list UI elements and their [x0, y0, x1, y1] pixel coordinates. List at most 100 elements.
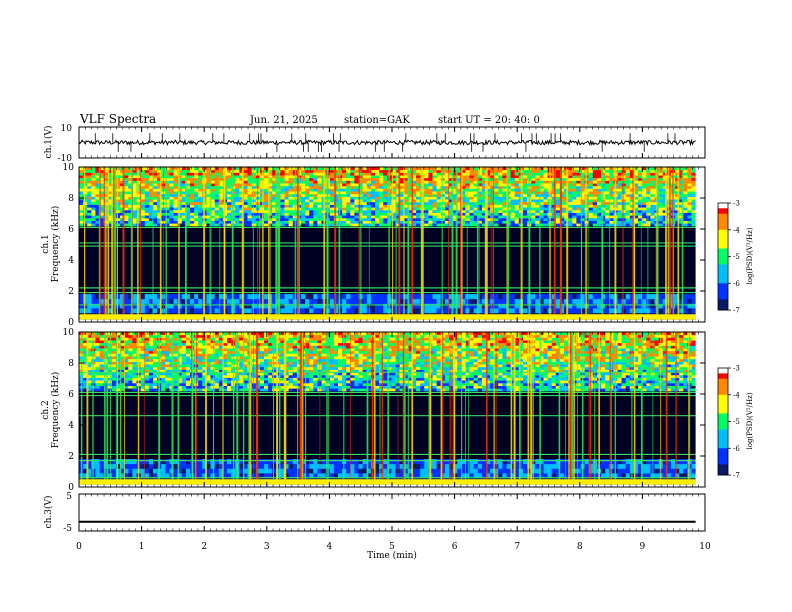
- spec-cell: [165, 303, 170, 309]
- spec-cell: [210, 380, 215, 384]
- spec-cell: [144, 353, 150, 357]
- spec-cell: [391, 303, 396, 309]
- spec-cell: [486, 308, 491, 314]
- spec-cell: [444, 212, 450, 216]
- spec-cell: [383, 188, 388, 192]
- spec-cell: [177, 169, 183, 173]
- spec-cell: [633, 201, 639, 205]
- spec-cell: [309, 175, 314, 179]
- spec-cell: [662, 215, 668, 219]
- spec-cell: [444, 215, 450, 219]
- spec-cell: [510, 191, 516, 195]
- spec-cell: [210, 183, 215, 187]
- spec-cell: [148, 207, 154, 211]
- spec-cell: [132, 358, 137, 362]
- spec-cell: [305, 196, 310, 200]
- spec-cell: [523, 196, 528, 200]
- spec-cell: [124, 207, 129, 211]
- spec-cell: [592, 209, 598, 213]
- spec-cell: [629, 172, 635, 176]
- spec-cell: [572, 207, 577, 211]
- spec-cell: [198, 212, 203, 216]
- spec-cell: [153, 175, 158, 179]
- spec-cell: [449, 201, 454, 205]
- spec-cell: [309, 193, 314, 197]
- spec-cell: [407, 298, 413, 304]
- spec-cell: [222, 356, 228, 360]
- spec-cell: [140, 350, 146, 354]
- spec-cell: [539, 175, 544, 179]
- spec-cell: [120, 188, 125, 192]
- spec-cell: [214, 380, 220, 384]
- spec-cell: [412, 193, 417, 197]
- spec-cell: [214, 364, 220, 368]
- spec-cell: [531, 223, 536, 227]
- spec-cell: [198, 204, 203, 208]
- spec-cell: [666, 169, 672, 173]
- spec-cell: [206, 169, 211, 173]
- spec-cell: [403, 196, 409, 200]
- spec-cell: [210, 185, 215, 189]
- spec-cell: [120, 356, 125, 360]
- spec-cell: [227, 369, 232, 373]
- spec-cell: [198, 169, 203, 173]
- spec-cell: [144, 185, 150, 189]
- spec-cell: [128, 377, 133, 381]
- spec-cell: [638, 199, 643, 203]
- spec-cell: [218, 337, 224, 341]
- spec-cell: [185, 169, 191, 173]
- spec-cell: [206, 369, 211, 373]
- spec-cell: [555, 188, 561, 192]
- spec-cell: [173, 180, 178, 184]
- spec-cell: [181, 366, 187, 370]
- spec-cell: [288, 204, 294, 208]
- spec-cell: [95, 223, 100, 227]
- spec-cell: [120, 337, 125, 341]
- spec-cell: [280, 220, 285, 224]
- spec-cell: [391, 207, 396, 211]
- spec-cell: [588, 188, 594, 192]
- spec-cell: [543, 177, 548, 181]
- spec-cell: [165, 345, 170, 349]
- spec-cell: [477, 188, 483, 192]
- spec-cell: [523, 220, 528, 224]
- spec-cell: [153, 388, 158, 392]
- spec-cell: [239, 223, 244, 227]
- spec-cell: [580, 215, 585, 219]
- spec-cell: [457, 209, 462, 213]
- spec-cell: [477, 217, 483, 221]
- spec-cell: [218, 334, 224, 338]
- spec-cell: [650, 191, 655, 195]
- spec-cell: [99, 217, 105, 221]
- spec-cell: [313, 217, 318, 221]
- spec-cell: [679, 204, 684, 208]
- spec-cell: [629, 167, 635, 171]
- spec-cell: [354, 196, 359, 200]
- spec-cell: [424, 220, 429, 224]
- spec-cell: [605, 196, 610, 200]
- spec-cell: [436, 169, 442, 173]
- spec-cell: [190, 201, 195, 205]
- spec-cell: [391, 196, 396, 200]
- spec-cell: [206, 215, 211, 219]
- spec-cell: [99, 177, 105, 181]
- spec-cell: [568, 217, 573, 221]
- spec-cell: [412, 308, 417, 314]
- spec-cell: [87, 340, 92, 344]
- spec-cell: [379, 188, 384, 192]
- spec-cell: [206, 217, 211, 221]
- spec-cell: [198, 350, 203, 354]
- spec-cell: [128, 191, 133, 195]
- spec-cell: [432, 223, 437, 227]
- spec-cell: [642, 212, 647, 216]
- spec-cell: [576, 172, 581, 176]
- spec-cell: [625, 209, 631, 213]
- spec-cell: [691, 294, 696, 300]
- spec-cell: [428, 298, 433, 304]
- spec-cell: [342, 199, 347, 203]
- spec-cell: [111, 332, 117, 336]
- spec-cell: [449, 193, 454, 197]
- spec-cell: [395, 180, 400, 184]
- spec-cell: [638, 308, 643, 314]
- spec-cell: [95, 185, 100, 189]
